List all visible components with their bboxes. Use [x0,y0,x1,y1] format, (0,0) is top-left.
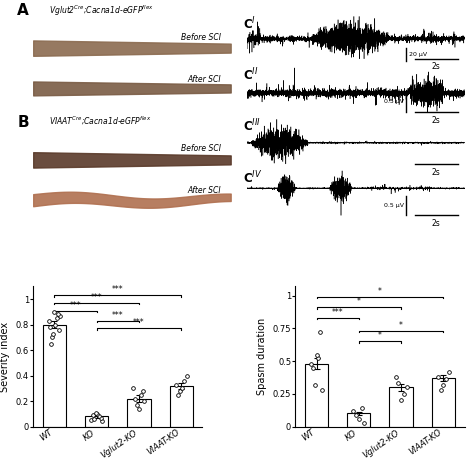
Bar [43,325,66,427]
Point [46,323,54,331]
Point [53,314,60,322]
Bar [347,413,370,427]
Point [91,415,98,423]
Text: ***: *** [91,293,102,302]
Point [318,386,326,394]
Text: ***: *** [70,301,81,310]
Point [434,373,442,381]
Text: C$^{III}$: C$^{III}$ [243,118,261,135]
Point [172,381,180,388]
Text: 2s: 2s [432,219,441,228]
Text: 2s: 2s [432,63,441,72]
Point [445,368,453,375]
Text: B: B [18,115,29,130]
Text: 2s: 2s [432,168,441,177]
Point [437,386,445,394]
Point [141,397,148,405]
Bar [85,416,108,427]
Text: 20 μV: 20 μV [409,52,427,57]
Point [315,355,322,362]
Point [309,364,317,372]
Text: *: * [378,287,382,296]
Point [47,340,55,347]
Point [92,409,100,416]
Point [316,328,324,336]
Y-axis label: Spasm duration: Spasm duration [257,318,267,395]
Point [349,407,357,415]
Point [93,410,101,418]
Point [358,404,365,412]
Point [442,375,450,383]
Point [352,411,360,419]
Point [139,387,146,395]
Point [89,411,97,419]
Point [397,397,405,404]
Text: 0.5 μV: 0.5 μV [383,203,404,208]
Text: *: * [378,331,382,340]
Text: C$^{I}$: C$^{I}$ [243,15,256,32]
Point [48,334,56,341]
Point [51,308,58,316]
Text: *: * [357,297,361,306]
Point [98,418,106,425]
Point [307,360,315,367]
Bar [305,364,328,427]
Point [181,377,188,384]
Text: ***: *** [112,285,124,294]
Point [55,326,63,334]
Point [131,395,139,402]
Text: Vglut2$^{Cre}$;Cacna1d-eGFP$^{flex}$: Vglut2$^{Cre}$;Cacna1d-eGFP$^{flex}$ [49,3,154,18]
Bar [128,399,151,427]
Point [392,373,400,381]
Point [49,330,57,337]
Point [129,384,137,392]
Text: 2s: 2s [432,116,441,125]
Point [174,391,182,399]
Point [394,380,402,387]
Point [313,351,320,358]
Point [97,414,104,421]
Text: C$^{II}$: C$^{II}$ [243,67,258,83]
Point [52,321,59,328]
Point [361,419,368,427]
Text: 0.5 μV: 0.5 μV [383,99,404,104]
Text: ***: *** [133,319,145,328]
Text: VIAAT$^{Cre}$;Cacna1d-eGFP$^{flex}$: VIAAT$^{Cre}$;Cacna1d-eGFP$^{flex}$ [49,115,151,127]
Text: *: * [399,321,403,330]
Point [439,381,447,389]
Text: ***: *** [332,308,344,317]
Point [179,384,186,392]
Point [56,312,64,319]
Point [95,412,103,420]
Text: ***: *** [112,311,124,320]
Point [176,387,184,395]
Bar [170,386,193,427]
Point [311,381,319,389]
Bar [390,387,413,427]
Y-axis label: Severity index: Severity index [0,321,10,392]
Point [133,401,141,409]
Point [400,390,408,398]
Point [54,310,62,318]
Point [183,372,191,379]
Point [355,415,363,422]
Text: A: A [18,3,29,18]
Point [135,405,143,412]
Point [137,391,145,399]
Point [45,317,53,325]
Bar [432,378,455,427]
Point [87,417,95,424]
Text: C$^{IV}$: C$^{IV}$ [243,170,262,186]
Point [403,383,410,391]
